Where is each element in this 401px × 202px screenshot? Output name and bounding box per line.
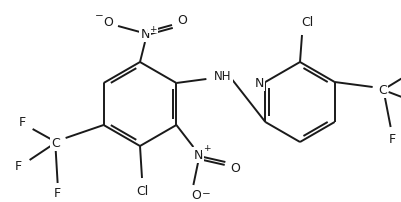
Text: +: + [149,24,156,33]
Text: C: C [377,84,386,97]
Text: N: N [254,77,263,90]
Text: N: N [140,28,149,41]
Text: Cl: Cl [300,16,312,29]
Text: O: O [191,188,201,202]
Text: −: − [94,11,103,21]
Text: −: − [201,188,210,198]
Text: +: + [202,144,210,153]
Text: F: F [19,116,26,129]
Text: O: O [230,162,240,175]
Text: Cl: Cl [136,185,148,198]
Text: NH: NH [214,70,231,83]
Text: O: O [176,14,186,26]
Text: F: F [54,187,61,200]
Text: F: F [388,133,395,146]
Text: N: N [193,149,203,162]
Text: F: F [15,160,22,173]
Text: C: C [51,137,60,150]
Text: O: O [103,15,113,28]
